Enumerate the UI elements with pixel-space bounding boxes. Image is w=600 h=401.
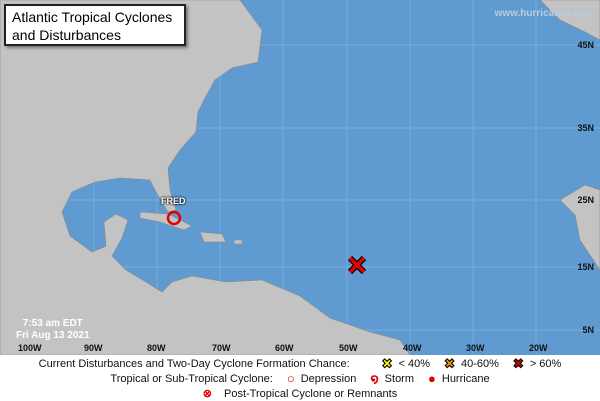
legend-mid: 40-60% xyxy=(460,357,499,370)
lat-label: 25N xyxy=(577,195,594,205)
lat-label: 15N xyxy=(577,262,594,272)
timestamp-date: Fri Aug 13 2021 xyxy=(16,330,90,341)
storm-icon: ໑ xyxy=(370,370,379,386)
lon-label: 50W xyxy=(339,343,358,353)
lon-label: 80W xyxy=(147,343,166,353)
timestamp-time: 7:53 am EDT xyxy=(22,318,83,329)
fred-depression-marker[interactable] xyxy=(166,210,182,226)
hurricane-icon: ● xyxy=(428,371,436,386)
map-title: Atlantic Tropical Cyclones and Disturban… xyxy=(4,4,186,46)
lon-label: 40W xyxy=(403,343,422,353)
lon-label: 20W xyxy=(529,343,548,353)
lon-label: 30W xyxy=(466,343,485,353)
lon-label: 100W xyxy=(18,343,42,353)
map xyxy=(0,0,600,355)
title-line-1: Atlantic Tropical Cyclones xyxy=(12,9,173,25)
storm-label-fred[interactable]: FRED xyxy=(161,196,186,206)
legend-disturbance-label: Current Disturbances and Two-Day Cyclone… xyxy=(38,357,350,370)
lon-label: 60W xyxy=(275,343,294,353)
timestamp: 7:53 am EDT Fri Aug 13 2021 xyxy=(16,318,90,342)
legend-high: > 60% xyxy=(529,357,562,370)
legend-depression: Depression xyxy=(300,372,357,385)
watermark: www.hurricanes.gov xyxy=(494,8,592,19)
legend-storm: Storm xyxy=(384,372,415,385)
legend-cyclone-label: Tropical or Sub-Tropical Cyclone: xyxy=(110,372,273,385)
legend-low: < 40% xyxy=(398,357,431,370)
lat-label: 5N xyxy=(582,325,594,335)
lon-label: 90W xyxy=(84,343,103,353)
land xyxy=(0,0,600,355)
x-high-icon: ✖ xyxy=(512,355,525,371)
legend-post-tropical: Post-Tropical Cyclone or Remnants xyxy=(224,387,398,400)
legend-hurricane: Hurricane xyxy=(441,372,490,385)
title-line-2: and Disturbances xyxy=(12,27,121,43)
x-mid-icon: ✖ xyxy=(444,355,456,371)
lat-label: 45N xyxy=(577,40,594,50)
disturbance-high-marker[interactable] xyxy=(347,255,367,275)
depression-icon: ○ xyxy=(286,371,295,386)
lat-label: 35N xyxy=(577,123,594,133)
lon-label: 70W xyxy=(212,343,231,353)
post-tropical-icon: ⊗ xyxy=(202,388,212,400)
x-low-icon: ✖ xyxy=(381,355,393,371)
legend: Current Disturbances and Two-Day Cyclone… xyxy=(0,355,600,401)
